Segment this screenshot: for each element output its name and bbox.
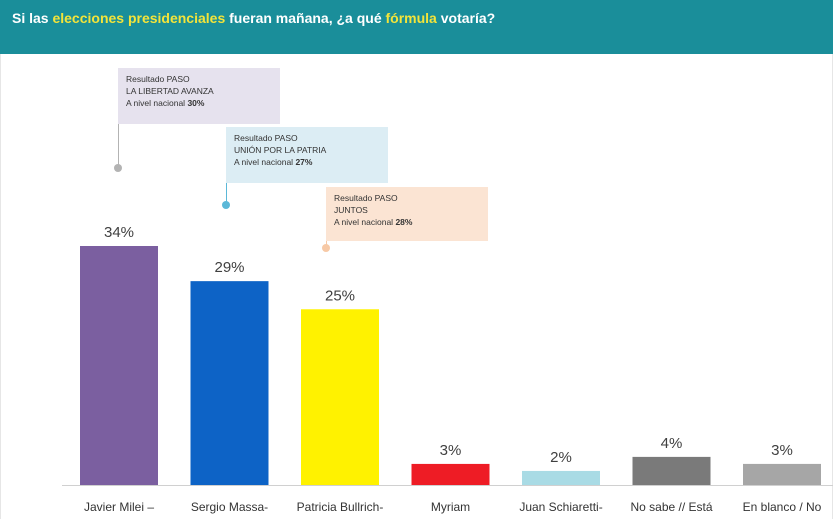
category-label: Juan Schiaretti- bbox=[519, 500, 602, 514]
callout-pct: 28% bbox=[395, 217, 413, 227]
bar bbox=[522, 470, 600, 485]
callout-dot-libertad bbox=[114, 164, 122, 172]
callout-line-1: Resultado PASO bbox=[126, 74, 190, 84]
title-part-1: Si las bbox=[12, 10, 53, 26]
callout-line-2: JUNTOS bbox=[334, 205, 368, 215]
callout-union-por-la-patria: Resultado PASO UNIÓN POR LA PATRIA A niv… bbox=[226, 127, 388, 183]
category-label: No sabe // Está bbox=[630, 500, 712, 514]
bar-value-label: 3% bbox=[440, 442, 462, 459]
callout-stem-juntos bbox=[326, 241, 327, 245]
category-label: En blanco / No bbox=[743, 500, 822, 514]
bar-value-label: 3% bbox=[771, 442, 793, 459]
category-label: Myriam bbox=[431, 500, 470, 514]
callout-pct: 27% bbox=[295, 157, 313, 167]
bar-value-label: 34% bbox=[104, 224, 134, 241]
category-label: Javier Milei – bbox=[84, 500, 154, 514]
bar-value-label: 25% bbox=[325, 287, 355, 304]
callout-line-1: Resultado PASO bbox=[334, 193, 398, 203]
title-part-5: votaría? bbox=[436, 10, 496, 26]
page-title: Si las elecciones presidenciales fueran … bbox=[12, 10, 495, 26]
callout-libertad-avanza: Resultado PASO LA LIBERTAD AVANZA A nive… bbox=[118, 68, 280, 124]
header-bar: Si las elecciones presidenciales fueran … bbox=[0, 0, 833, 54]
callout-line-3: A nivel nacional 27% bbox=[234, 157, 313, 167]
callout-stem-libertad bbox=[118, 124, 119, 168]
title-highlight-formula: fórmula bbox=[385, 10, 437, 26]
bar bbox=[411, 463, 490, 485]
bar bbox=[743, 463, 821, 485]
callout-juntos: Resultado PASO JUNTOS A nivel nacional 2… bbox=[326, 187, 488, 241]
callout-line-2: LA LIBERTAD AVANZA bbox=[126, 86, 214, 96]
category-label: Patricia Bullrich- bbox=[297, 500, 384, 514]
category-label: Sergio Massa- bbox=[191, 500, 268, 514]
bar bbox=[632, 456, 711, 485]
bar-value-label: 4% bbox=[661, 435, 683, 452]
callout-line-3: A nivel nacional 30% bbox=[126, 98, 205, 108]
callout-dot-juntos bbox=[322, 244, 330, 252]
callout-line-3: A nivel nacional 28% bbox=[334, 217, 413, 227]
bar bbox=[301, 309, 379, 485]
title-highlight-elecciones: elecciones presidenciales bbox=[52, 10, 226, 26]
bar-value-label: 2% bbox=[550, 449, 572, 466]
callout-line-1: Resultado PASO bbox=[234, 133, 298, 143]
bar bbox=[190, 281, 269, 485]
callout-stem-union bbox=[226, 183, 227, 205]
title-part-3: fueran mañana, ¿a qué bbox=[225, 10, 386, 26]
bar-value-label: 29% bbox=[214, 259, 244, 276]
callout-line-2: UNIÓN POR LA PATRIA bbox=[234, 145, 327, 155]
bar bbox=[80, 246, 158, 485]
callout-pct: 30% bbox=[187, 98, 205, 108]
callout-dot-union bbox=[222, 201, 230, 209]
